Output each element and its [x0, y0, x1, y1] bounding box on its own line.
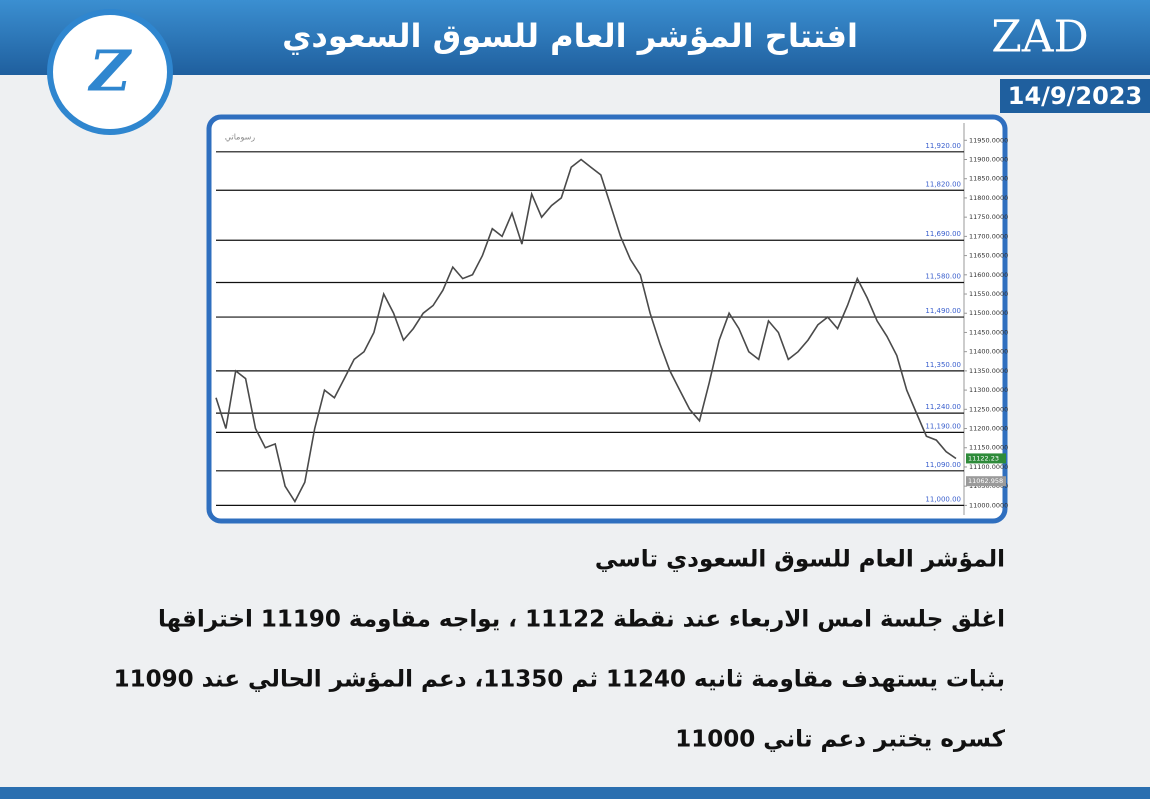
footer-bar — [0, 787, 1150, 799]
chart-annotation: رسوماتي — [225, 133, 255, 142]
y-tick-label: 11750.0000 — [969, 213, 1008, 221]
level-label: 11,090.00 — [925, 461, 961, 469]
y-tick-label: 11950.0000 — [969, 136, 1008, 144]
y-tick-label: 11800.0000 — [969, 194, 1008, 202]
y-tick-label: 11200.0000 — [969, 425, 1008, 433]
y-tick-label: 11150.0000 — [969, 444, 1008, 452]
y-tick-label: 11100.0000 — [969, 463, 1008, 471]
level-label: 11,920.00 — [925, 142, 961, 150]
level-label: 11,580.00 — [925, 272, 961, 280]
y-tick-label: 11400.0000 — [969, 348, 1008, 356]
y-tick-label: 11450.0000 — [969, 328, 1008, 336]
y-tick-label: 11300.0000 — [969, 386, 1008, 394]
price-tag — [966, 453, 1006, 464]
y-tick-label: 11650.0000 — [969, 252, 1008, 260]
y-tick-label: 11250.0000 — [969, 405, 1008, 413]
y-tick-label: 11850.0000 — [969, 175, 1008, 183]
brand: ZAD — [991, 12, 1089, 63]
date-box — [1000, 79, 1150, 113]
level-label: 11,490.00 — [925, 307, 961, 315]
y-tick-label: 11900.0000 — [969, 156, 1008, 164]
header-bar — [0, 0, 1150, 75]
y-tick-label: 11600.0000 — [969, 271, 1008, 279]
paragraph: كسره يختبر دعم تاني 11000 — [675, 727, 1005, 753]
level-label: 11,190.00 — [925, 422, 961, 430]
logo — [47, 9, 173, 135]
price-tag-label: 11062.958 — [968, 477, 1003, 485]
y-tick-label: 11700.0000 — [969, 232, 1008, 240]
title: افتتاح المؤشر العام للسوق السعودي — [282, 17, 858, 55]
y-tick-label: 11350.0000 — [969, 367, 1008, 375]
price-line — [215, 158, 957, 504]
price-tag — [966, 476, 1006, 487]
y-tick-label: 11000.0000 — [969, 501, 1008, 509]
chart-frame — [206, 114, 1008, 524]
level-label: 11,820.00 — [925, 180, 961, 188]
price-tag-label: 11122.23 — [968, 454, 999, 462]
paragraph: المؤشر العام للسوق السعودي تاسي — [595, 547, 1005, 573]
paragraph: بثبات يستهدف مقاومة ثانيه 11240 ثم 11350… — [114, 667, 1005, 693]
y-tick-label: 11550.0000 — [969, 290, 1008, 298]
level-label: 11,690.00 — [925, 230, 961, 238]
logo-mark: Z — [88, 39, 133, 105]
date: 14/9/2023 — [1008, 82, 1142, 110]
level-label: 11,000.00 — [925, 495, 961, 503]
paragraph: اغلق جلسة امس الاربعاء عند نقطة 11122 ، … — [158, 607, 1005, 633]
level-label: 11,240.00 — [925, 403, 961, 411]
level-label: 11,350.00 — [925, 361, 961, 369]
y-tick-label: 11500.0000 — [969, 309, 1008, 317]
